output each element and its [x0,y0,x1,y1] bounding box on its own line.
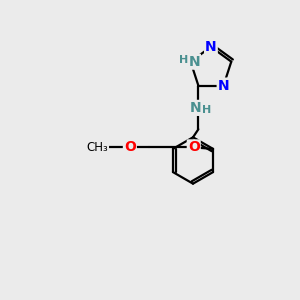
Text: O: O [124,140,136,154]
Text: H: H [202,105,211,115]
Text: N: N [205,40,217,54]
Text: H: H [179,56,189,65]
Text: N: N [190,101,202,115]
Text: N: N [218,79,229,93]
Text: N: N [188,55,200,69]
Text: O: O [188,140,200,154]
Text: CH₃: CH₃ [87,141,109,154]
